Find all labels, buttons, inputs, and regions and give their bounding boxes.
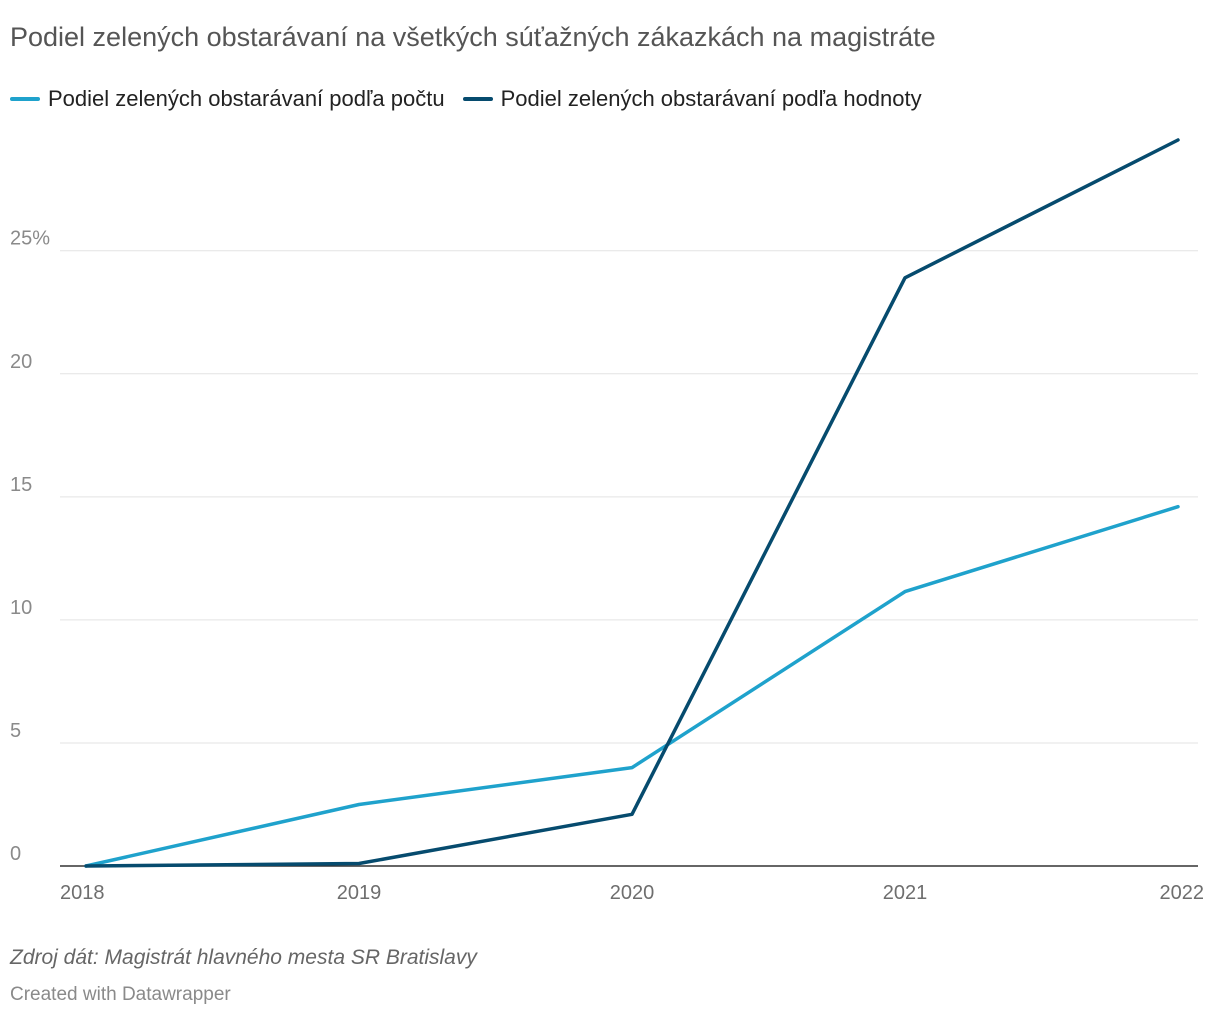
y-tick-label-10: 10: [10, 597, 32, 619]
x-tick-label-2022: 2022: [1160, 882, 1205, 904]
legend-item-count: Podiel zelených obstarávaní podľa počtu: [10, 86, 445, 112]
line-chart: 0 5 10 15 20 25% 2018 2019 2020 2021 2022: [10, 138, 1205, 904]
x-tick-label-2019: 2019: [337, 882, 382, 904]
legend-swatch-count: [10, 97, 40, 101]
y-tick-label-25: 25%: [10, 228, 50, 250]
chart-title: Podiel zelených obstarávaní na všetkých …: [10, 22, 936, 52]
y-tick-label-15: 15: [10, 474, 32, 496]
legend: Podiel zelených obstarávaní podľa počtu …: [10, 86, 940, 112]
y-tick-label-5: 5: [10, 720, 21, 742]
y-tick-label-0: 0: [10, 843, 21, 865]
series-line-1: [84, 138, 1180, 868]
series-line-0: [84, 504, 1180, 868]
legend-swatch-value: [462, 97, 493, 101]
credit-note: Created with Datawrapper: [10, 984, 231, 1005]
legend-label-count: Podiel zelených obstarávaní podľa počtu: [48, 86, 445, 111]
x-tick-label-2020: 2020: [610, 882, 655, 904]
x-tick-label-2021: 2021: [883, 882, 928, 904]
legend-item-value: Podiel zelených obstarávaní podľa hodnot…: [462, 86, 922, 112]
x-tick-label-2018: 2018: [60, 882, 105, 904]
y-tick-label-20: 20: [10, 351, 32, 373]
legend-label-value: Podiel zelených obstarávaní podľa hodnot…: [500, 86, 922, 111]
source-note: Zdroj dát: Magistrát hlavného mesta SR B…: [10, 946, 477, 969]
